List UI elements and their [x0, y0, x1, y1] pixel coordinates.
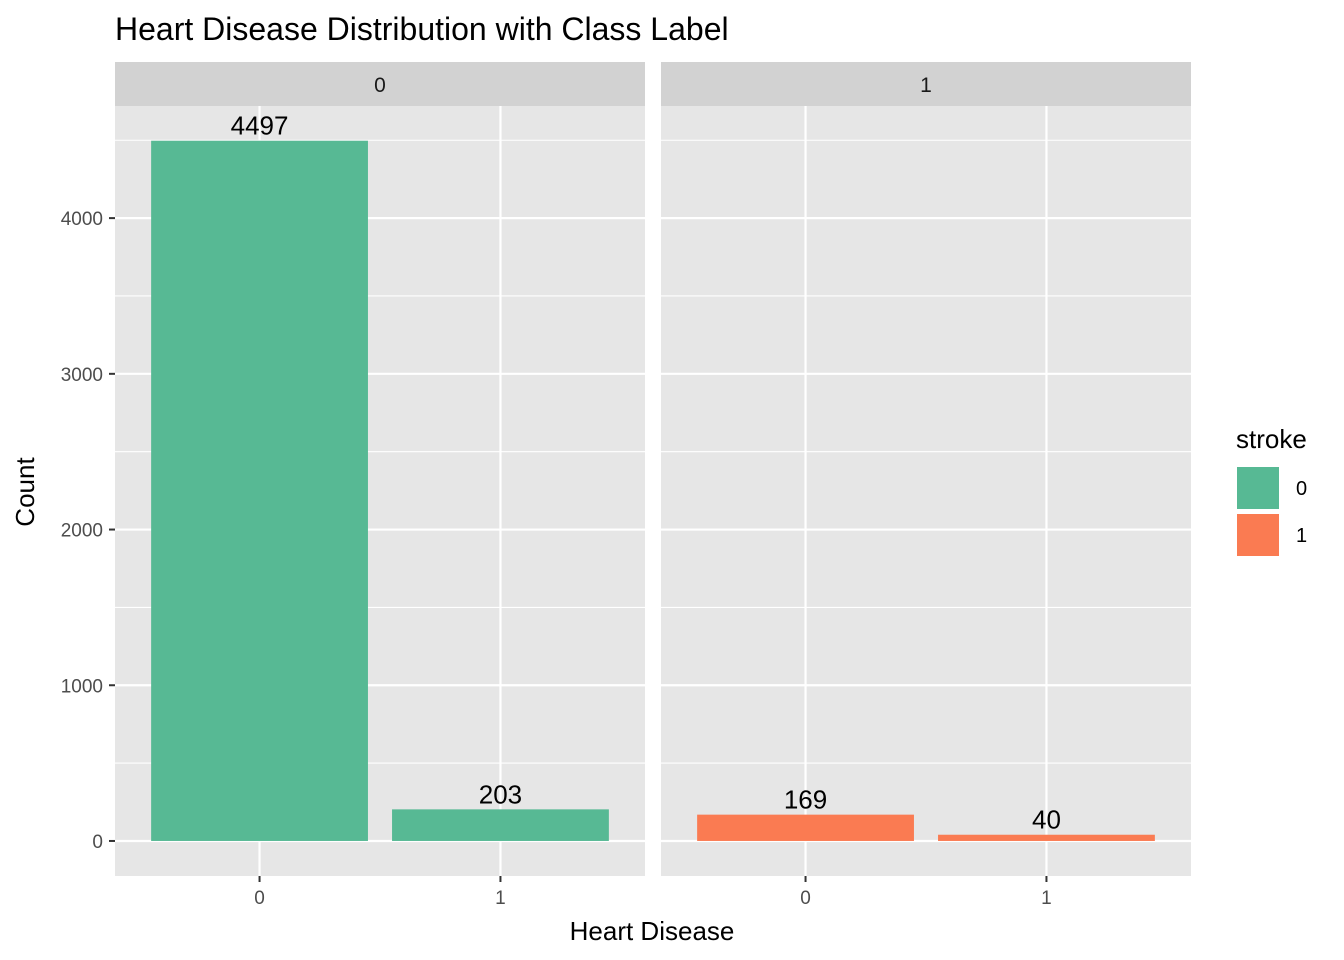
legend-key: [1235, 512, 1281, 558]
y-tick-label: 4000: [61, 209, 103, 230]
x-axis-title: Heart Disease: [570, 916, 735, 946]
bar-value-label: 203: [479, 779, 522, 809]
bar-value-label: 169: [784, 785, 827, 815]
facet-panel-1: 1 169 40 0 1: [661, 62, 1191, 909]
y-tick-label: 1000: [61, 676, 103, 697]
facet-strip: [661, 62, 1191, 106]
x-tick-label: 1: [1041, 888, 1052, 909]
legend-label: 0: [1296, 478, 1307, 500]
panel-background: [661, 106, 1191, 876]
legend-label: 1: [1296, 525, 1307, 547]
facet-strip-label: 1: [920, 74, 932, 97]
bar: [151, 140, 368, 841]
bar: [938, 834, 1155, 841]
facet-strip: [115, 62, 645, 106]
x-tick-label: 1: [495, 888, 506, 909]
x-tick-label: 0: [254, 888, 265, 909]
facet-strip-label: 0: [374, 74, 386, 97]
facet-panel-0: 0 4497 203 0 1: [115, 62, 645, 909]
chart-title: Heart Disease Distribution with Class La…: [115, 11, 729, 47]
bar-value-label: 4497: [231, 111, 289, 141]
x-tick-label: 0: [800, 888, 811, 909]
y-tick-label: 2000: [61, 521, 103, 542]
facet-panels: 0 4497 203 0 1 1 169 40 0 1: [115, 62, 1191, 909]
legend-key: [1235, 465, 1281, 511]
legend: stroke 0 1: [1235, 424, 1307, 558]
y-axis-title: Count: [10, 457, 40, 527]
bar: [392, 809, 609, 841]
bar: [697, 814, 914, 841]
legend-title: stroke: [1236, 424, 1307, 454]
y-axis: 0 1000 2000 3000 4000: [61, 209, 115, 853]
bar-value-label: 40: [1032, 805, 1061, 835]
y-tick-label: 0: [92, 832, 103, 853]
y-tick-label: 3000: [61, 365, 103, 386]
